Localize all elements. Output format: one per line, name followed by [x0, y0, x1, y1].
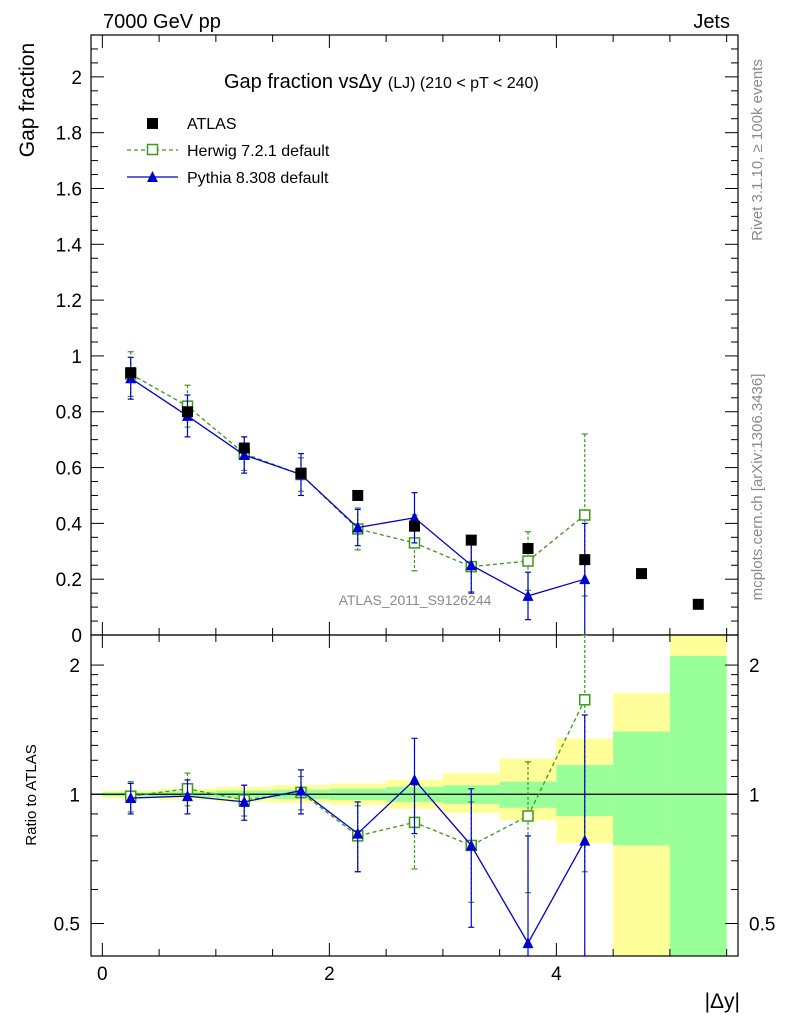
herwig-point: [579, 509, 591, 521]
legend-atlas-label: ATLAS: [187, 116, 237, 133]
atlas-point: [125, 367, 137, 379]
plot-title-sub: (LJ) (210 < pT < 240): [388, 75, 539, 92]
plot-title: Gap fraction vsΔy (LJ) (210 < pT < 240): [224, 71, 539, 93]
legend-pythia-marker: [147, 171, 158, 182]
main-y-tick-label: 1.6: [56, 179, 82, 200]
pythia-point: [522, 589, 534, 601]
atlas-point: [636, 568, 648, 580]
atlas-point: [522, 542, 534, 554]
pythia-point: [238, 449, 250, 460]
rivet-version-label: Rivet 3.1.10, ≥ 100k events: [749, 59, 766, 241]
atlas-point: [692, 598, 704, 610]
ratio-y-tick-label: 2: [69, 656, 80, 677]
main-y-tick-label: 1.8: [56, 124, 82, 145]
band-inner: [613, 731, 670, 846]
main-y-tick-label: 0.4: [56, 514, 83, 535]
main-y-tick-label: 0: [71, 626, 82, 647]
atlas-point: [409, 520, 420, 532]
band-inner: [669, 655, 727, 956]
ratio-pythia-point: [465, 839, 477, 851]
herwig-point: [522, 555, 534, 567]
ratio-y-tick-label-right: 1: [749, 785, 760, 806]
ratio-y-tick-label-right: 2: [749, 656, 760, 677]
ratio-y-axis-label: Ratio to ATLAS: [23, 744, 40, 845]
ratio-pythia-point: [295, 784, 307, 796]
ratio-pythia-point: [181, 790, 193, 802]
x-axis-label: |Δy|: [705, 990, 740, 1013]
atlas-point: [238, 442, 250, 454]
ratio-pythia-point: [125, 792, 137, 804]
data-marks: [124, 351, 704, 957]
main-y-tick-label: 1: [71, 347, 82, 368]
ratio-herwig-point: [579, 694, 591, 706]
plot-title-main: Gap fraction vsΔy: [224, 71, 382, 93]
main-y-tick-label: 0.2: [56, 570, 82, 591]
main-y-tick-label: 0.6: [56, 459, 82, 480]
main-y-tick-label: 0.8: [56, 403, 82, 424]
x-tick-label: 4: [551, 964, 562, 985]
ratio-y-tick-label-right: 0.5: [749, 914, 775, 935]
ratio-plot-frame: [90, 634, 739, 957]
legend-herwig-marker: [146, 143, 159, 156]
x-tick-label: 2: [324, 964, 335, 985]
pythia-point: [579, 573, 591, 585]
atlas-point: [295, 467, 307, 479]
legend-atlas-marker: [147, 118, 158, 129]
ratio-pythia-point: [409, 773, 420, 785]
header-left: 7000 GeV pp: [103, 11, 221, 33]
pythia-point: [352, 521, 364, 533]
pythia-point: [465, 559, 477, 571]
main-y-tick-label: 2: [71, 68, 82, 89]
legend-pythia-label: Pythia 8.308 default: [187, 170, 329, 187]
atlas-point: [579, 554, 591, 566]
ratio-y-tick-label: 1: [69, 785, 80, 806]
atlas-point: [465, 534, 477, 546]
atlas-point: [181, 406, 193, 418]
ratio-herwig-point: [522, 810, 534, 822]
pythia-point: [409, 511, 420, 523]
header-right: Jets: [693, 11, 730, 33]
pythia-line: [130, 377, 585, 597]
ratio-pythia-point: [352, 827, 364, 839]
axes: 0 0.2 0.4 0.6 0.8 1 1.2 1.4 1.6 1.8 2 0 2 4 0.5 0.5 1 1 2 2: [54, 35, 775, 985]
main-y-tick-label: 1.2: [56, 291, 82, 312]
ratio-pythia-point: [522, 937, 534, 949]
ratio-pythia-point: [579, 834, 591, 846]
atlas-point: [352, 489, 364, 501]
x-tick-label: 0: [97, 964, 108, 985]
legend-herwig-label: Herwig 7.2.1 default: [187, 143, 330, 160]
herwig-line: [130, 373, 586, 568]
analysis-watermark: ATLAS_2011_S9126244: [339, 592, 492, 608]
ratio-pythia-point: [238, 795, 250, 807]
ratio-herwig-line: [130, 699, 586, 847]
ratio-y-tick-label: 0.5: [54, 914, 80, 935]
mcplots-label: mcplots.cern.ch [arXiv:1306.3436]: [749, 374, 766, 601]
main-y-tick-label: 1.4: [56, 235, 83, 256]
legend: ATLAS Herwig 7.2.1 default Pythia 8.308 …: [127, 116, 330, 187]
main-y-axis-label: Gap fraction: [16, 43, 39, 157]
